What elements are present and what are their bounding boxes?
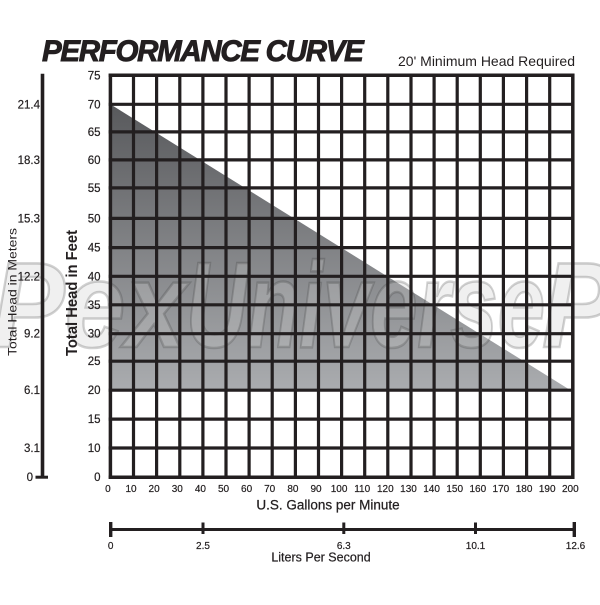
svg-text:60: 60 (88, 155, 101, 167)
svg-text:15: 15 (88, 414, 101, 426)
svg-text:6.3: 6.3 (337, 541, 351, 552)
svg-text:10.1: 10.1 (466, 541, 486, 552)
svg-text:30: 30 (88, 329, 101, 341)
svg-text:9.2: 9.2 (24, 329, 40, 341)
svg-text:40: 40 (88, 271, 101, 283)
svg-text:Liters Per Second: Liters Per Second (271, 551, 370, 565)
svg-text:80: 80 (287, 484, 299, 495)
svg-text:50: 50 (218, 484, 230, 495)
svg-text:200: 200 (562, 484, 579, 495)
svg-text:10: 10 (88, 443, 101, 455)
svg-text:0: 0 (27, 472, 33, 484)
svg-text:110: 110 (354, 484, 370, 495)
svg-text:12.2: 12.2 (18, 271, 40, 283)
svg-text:90: 90 (310, 484, 322, 495)
svg-text:45: 45 (88, 243, 101, 255)
svg-text:15.3: 15.3 (18, 213, 40, 225)
svg-text:0: 0 (105, 484, 111, 495)
svg-text:120: 120 (377, 484, 394, 495)
svg-text:40: 40 (195, 484, 207, 495)
svg-text:130: 130 (400, 484, 417, 495)
svg-text:12.6: 12.6 (566, 541, 586, 552)
svg-text:55: 55 (88, 183, 101, 195)
svg-text:30: 30 (172, 484, 184, 495)
svg-text:20: 20 (149, 484, 161, 495)
svg-text:140: 140 (423, 484, 440, 495)
svg-text:U.S. Gallons per Minute: U.S. Gallons per Minute (256, 498, 399, 513)
svg-text:35: 35 (88, 300, 101, 312)
svg-text:75: 75 (88, 70, 101, 82)
svg-text:0: 0 (94, 472, 100, 484)
svg-text:100: 100 (331, 484, 348, 495)
svg-text:190: 190 (539, 484, 556, 495)
svg-text:65: 65 (88, 127, 101, 139)
svg-text:25: 25 (88, 356, 101, 368)
svg-text:21.4: 21.4 (18, 99, 41, 111)
svg-text:170: 170 (493, 484, 510, 495)
svg-text:50: 50 (88, 213, 101, 225)
svg-text:20: 20 (88, 385, 101, 397)
svg-text:2.5: 2.5 (196, 541, 210, 552)
svg-text:PERFORMANCE CURVE: PERFORMANCE CURVE (42, 35, 365, 68)
svg-text:18.3: 18.3 (18, 155, 40, 167)
svg-text:Total Head in Feet: Total Head in Feet (64, 230, 81, 356)
svg-text:70: 70 (88, 99, 101, 111)
svg-text:60: 60 (241, 484, 253, 495)
svg-text:20' Minimum Head Required: 20' Minimum Head Required (398, 53, 575, 69)
svg-text:Total Head in Meters: Total Head in Meters (6, 228, 20, 356)
svg-text:6.1: 6.1 (24, 385, 40, 397)
svg-text:150: 150 (446, 484, 463, 495)
svg-text:70: 70 (264, 484, 276, 495)
svg-text:10: 10 (125, 484, 137, 495)
svg-text:3.1: 3.1 (24, 443, 40, 455)
svg-text:160: 160 (469, 484, 486, 495)
svg-text:180: 180 (516, 484, 533, 495)
svg-text:0: 0 (108, 541, 114, 552)
